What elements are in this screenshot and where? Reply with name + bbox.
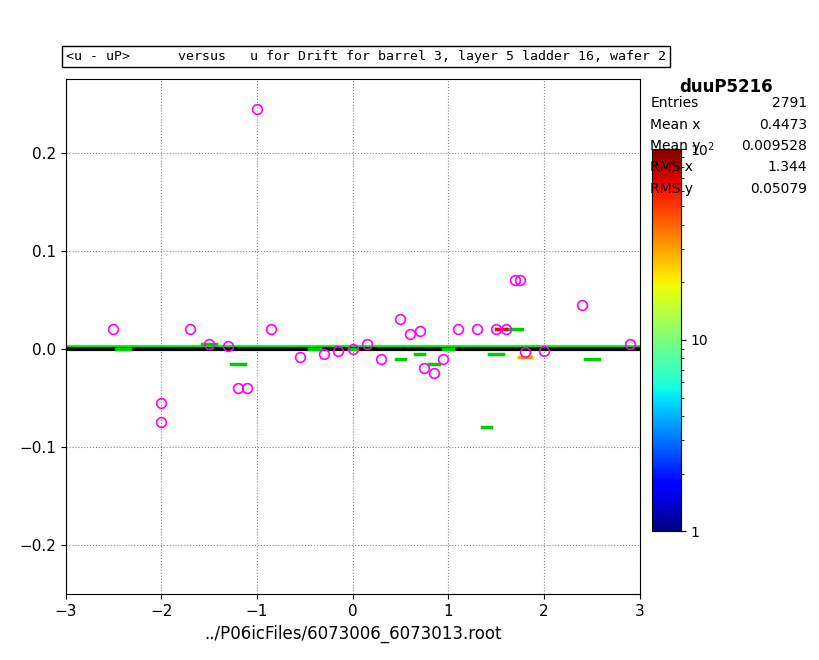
Text: Entries: Entries xyxy=(649,96,698,110)
Text: RMS x: RMS x xyxy=(649,160,693,174)
Text: <u - uP>      versus   u for Drift for barrel 3, layer 5 ladder 16, wafer 2: <u - uP> versus u for Drift for barrel 3… xyxy=(66,50,665,63)
Text: Mean x: Mean x xyxy=(649,117,700,131)
Text: duuP5216: duuP5216 xyxy=(678,78,772,96)
Text: 0.4473: 0.4473 xyxy=(758,117,806,131)
Text: RMS y: RMS y xyxy=(649,182,693,195)
Text: 1.344: 1.344 xyxy=(767,160,806,174)
Text: 0.05079: 0.05079 xyxy=(749,182,806,195)
Text: 2791: 2791 xyxy=(771,96,806,110)
Text: 0.009528: 0.009528 xyxy=(740,139,806,153)
X-axis label: ../P06icFiles/6073006_6073013.root: ../P06icFiles/6073006_6073013.root xyxy=(204,624,500,643)
Text: Mean y: Mean y xyxy=(649,139,700,153)
